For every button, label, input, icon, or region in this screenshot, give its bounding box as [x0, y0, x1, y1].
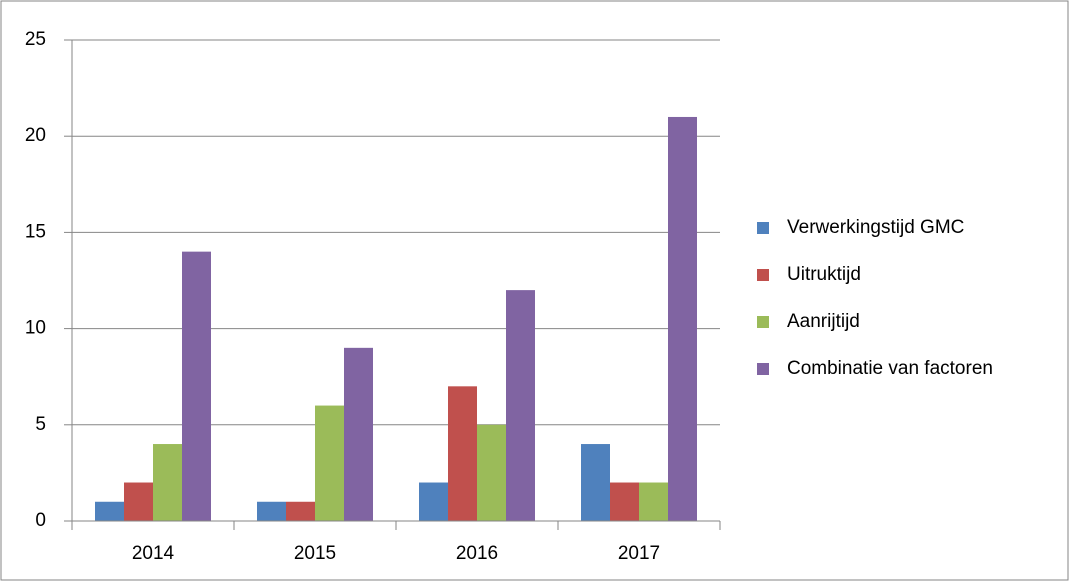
bar [581, 444, 610, 521]
bar [344, 347, 373, 521]
bar [448, 386, 477, 521]
legend-label: Aanrijtijd [787, 311, 860, 332]
legend-label: Combinatie van factoren [787, 358, 993, 379]
y-tick-label: 0 [35, 510, 46, 531]
y-tick-label: 5 [35, 414, 46, 435]
x-tick-label: 2014 [132, 543, 175, 564]
bar [639, 482, 668, 521]
x-tick-label: 2016 [456, 543, 498, 564]
bar [668, 116, 697, 522]
legend-swatch [757, 222, 769, 234]
bar [315, 405, 344, 521]
y-tick-label: 20 [25, 125, 46, 146]
y-tick-label: 10 [25, 318, 46, 339]
legend-label: Verwerkingstijd GMC [787, 217, 964, 238]
bar [124, 482, 153, 521]
legend-label: Uitruktijd [787, 264, 861, 285]
bar [95, 501, 124, 521]
y-tick-label: 25 [25, 29, 46, 50]
legend-swatch [757, 269, 769, 281]
legend-swatch [757, 316, 769, 328]
bar [257, 501, 286, 521]
y-tick-label: 15 [25, 221, 46, 242]
bar [286, 501, 315, 521]
legend-swatch [757, 363, 769, 375]
bar [153, 444, 182, 521]
bar [419, 482, 448, 521]
x-tick-label: 2015 [294, 543, 336, 564]
bar [477, 424, 506, 521]
bar [610, 482, 639, 521]
bar [182, 251, 211, 521]
bar [506, 290, 535, 521]
x-tick-label: 2017 [618, 543, 660, 564]
